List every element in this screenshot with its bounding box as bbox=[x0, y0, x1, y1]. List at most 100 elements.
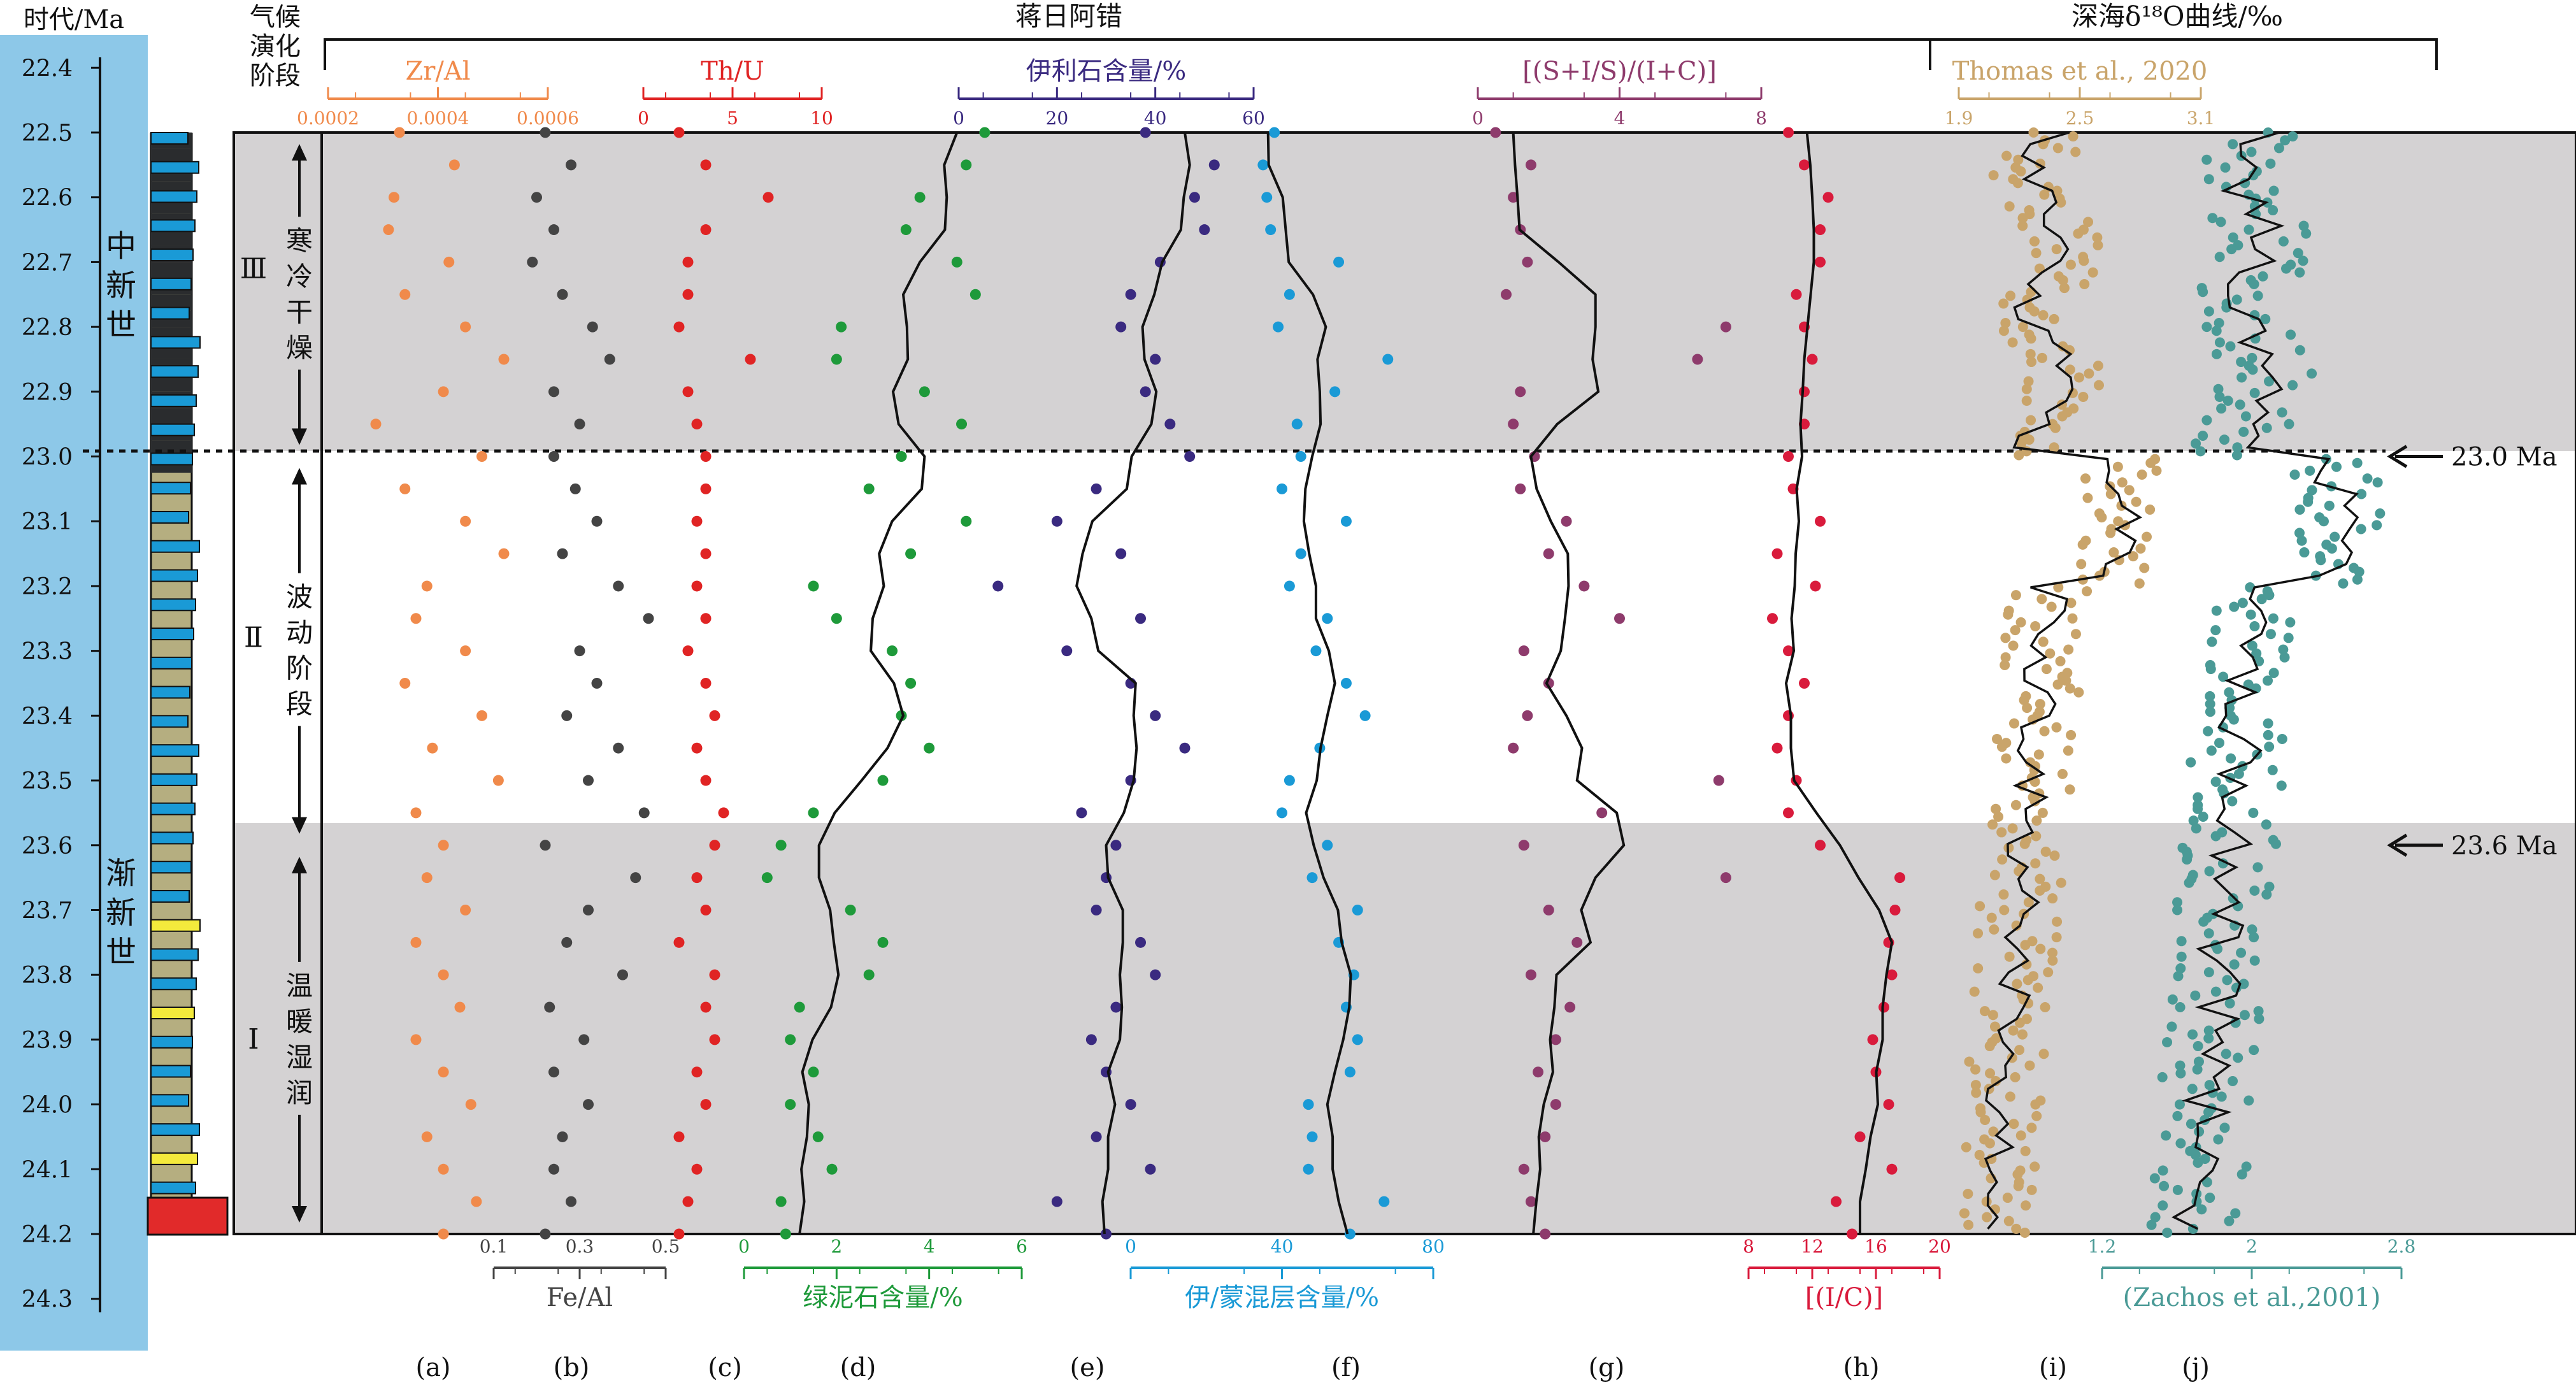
data-point bbox=[2190, 1149, 2201, 1160]
data-point bbox=[2043, 967, 2054, 978]
stage-arrow-head-down bbox=[292, 1206, 307, 1223]
data-point bbox=[2047, 947, 2058, 958]
data-point bbox=[1988, 170, 1999, 181]
data-point bbox=[691, 1066, 703, 1078]
data-point bbox=[1273, 321, 1284, 333]
data-point bbox=[2270, 838, 2281, 849]
panel-letter: (e) bbox=[1070, 1353, 1105, 1382]
data-point bbox=[2236, 357, 2247, 368]
data-point bbox=[583, 1099, 594, 1110]
stage-header-line1: 气候 bbox=[250, 3, 301, 32]
lithology-interbed bbox=[150, 656, 192, 670]
data-point bbox=[2287, 380, 2298, 391]
data-point bbox=[961, 515, 972, 527]
data-point bbox=[2372, 477, 2383, 488]
data-point bbox=[2052, 143, 2063, 154]
data-point bbox=[399, 483, 411, 494]
data-point bbox=[1961, 1142, 1971, 1152]
data-point bbox=[1991, 803, 2001, 814]
data-point bbox=[1767, 613, 1778, 624]
data-point bbox=[2172, 897, 2183, 908]
data-point bbox=[2191, 438, 2201, 449]
data-point bbox=[794, 1001, 805, 1013]
data-point bbox=[682, 645, 694, 657]
data-point bbox=[2232, 442, 2243, 453]
data-point bbox=[587, 321, 598, 333]
data-point bbox=[2015, 617, 2026, 628]
data-point bbox=[1515, 483, 1526, 494]
lithology-interbed bbox=[150, 1007, 195, 1020]
data-point bbox=[2051, 932, 2062, 943]
data-point bbox=[2236, 947, 2247, 958]
data-point bbox=[2176, 951, 2187, 962]
data-point bbox=[682, 1196, 694, 1207]
data-point bbox=[2221, 1049, 2231, 1059]
data-point bbox=[2014, 1045, 2025, 1056]
data-point bbox=[1959, 1208, 1970, 1219]
lithology-interbed bbox=[150, 394, 197, 407]
data-point bbox=[2022, 703, 2033, 714]
stage-name-char: 暖 bbox=[286, 1006, 313, 1037]
stage-name-char: 燥 bbox=[286, 332, 313, 363]
jiangri-section-label: 蒋日阿错 bbox=[1015, 1, 1122, 32]
data-point bbox=[2008, 640, 2019, 651]
panel-tick-label: 80 bbox=[1422, 1236, 1445, 1257]
lithology-dark-layer bbox=[151, 375, 192, 392]
data-point bbox=[2249, 1045, 2259, 1056]
time-tick-label: 23.2 bbox=[22, 574, 73, 600]
data-point bbox=[2278, 644, 2289, 655]
data-point bbox=[2159, 1180, 2170, 1191]
data-point bbox=[2230, 1208, 2241, 1219]
data-point bbox=[2219, 1123, 2230, 1133]
data-point bbox=[2249, 885, 2260, 896]
data-point bbox=[1322, 613, 1333, 624]
data-point bbox=[604, 354, 615, 365]
panel-tick-label: 0 bbox=[953, 108, 964, 129]
data-point bbox=[2193, 792, 2203, 803]
data-point bbox=[2161, 1130, 2172, 1141]
data-point bbox=[2261, 889, 2272, 900]
panel-tick-label: 60 bbox=[1242, 108, 1265, 129]
data-point bbox=[2033, 982, 2043, 993]
time-tick-label: 22.4 bbox=[22, 55, 73, 82]
data-point bbox=[1973, 963, 1984, 974]
data-point bbox=[2167, 994, 2178, 1005]
data-point bbox=[2245, 609, 2256, 620]
data-point bbox=[2010, 590, 2021, 601]
data-point bbox=[691, 515, 703, 527]
data-point bbox=[471, 1196, 482, 1207]
data-point bbox=[2064, 364, 2075, 375]
data-point bbox=[557, 1131, 568, 1142]
data-point bbox=[1110, 840, 1122, 851]
data-point bbox=[2035, 885, 2045, 896]
data-point bbox=[438, 840, 449, 851]
data-point bbox=[762, 192, 774, 203]
data-point bbox=[1303, 1099, 1314, 1110]
panel-j: 1.2 2 2.8 (Zachos et al.,2001) bbox=[2088, 127, 2415, 1312]
data-point bbox=[2251, 648, 2262, 659]
data-point bbox=[540, 840, 551, 851]
panel-e: 0 20 40 60 伊利石含量/% bbox=[953, 57, 1265, 1240]
data-point bbox=[2294, 527, 2305, 538]
stage-numeral: Ⅱ bbox=[244, 622, 263, 654]
data-point bbox=[2002, 1193, 2013, 1203]
stage-arrow-head-up bbox=[292, 144, 307, 161]
data-point bbox=[2026, 357, 2037, 368]
data-point bbox=[2277, 733, 2287, 744]
data-point bbox=[808, 1066, 819, 1078]
data-point bbox=[1985, 1068, 1996, 1079]
data-point bbox=[1125, 289, 1136, 300]
data-point bbox=[1614, 613, 1625, 624]
panel-tick-label: 2.5 bbox=[2066, 108, 2094, 129]
lithology-interbed bbox=[150, 861, 192, 874]
data-point bbox=[1799, 159, 1810, 171]
data-point bbox=[700, 483, 712, 494]
trend-line bbox=[798, 132, 959, 1235]
data-point bbox=[1518, 840, 1529, 851]
data-point bbox=[2228, 139, 2238, 150]
data-point bbox=[2030, 858, 2041, 869]
boundary-arrow-head bbox=[2387, 833, 2408, 857]
data-point bbox=[2222, 975, 2233, 986]
panel-tick-label: 10 bbox=[810, 108, 833, 129]
data-point bbox=[2073, 228, 2084, 239]
